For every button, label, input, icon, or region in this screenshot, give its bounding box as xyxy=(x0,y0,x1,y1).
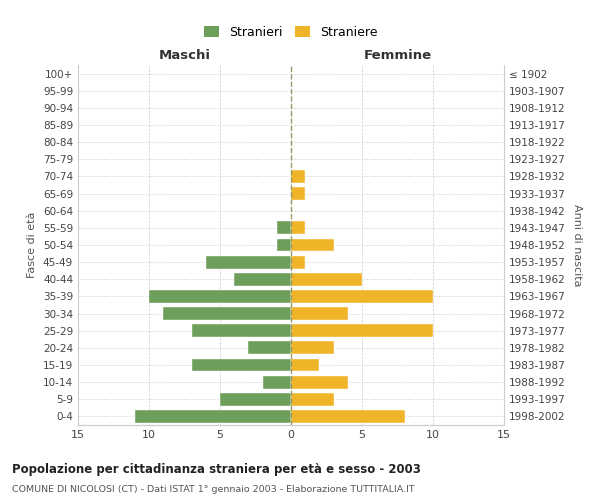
Text: COMUNE DI NICOLOSI (CT) - Dati ISTAT 1° gennaio 2003 - Elaborazione TUTTITALIA.I: COMUNE DI NICOLOSI (CT) - Dati ISTAT 1° … xyxy=(12,485,415,494)
Text: Femmine: Femmine xyxy=(364,48,431,62)
Bar xyxy=(135,410,291,423)
Bar xyxy=(291,324,433,337)
Bar xyxy=(206,256,291,268)
Bar xyxy=(291,358,319,372)
Bar xyxy=(291,376,348,388)
Bar xyxy=(234,273,291,285)
Y-axis label: Fasce di età: Fasce di età xyxy=(28,212,37,278)
Y-axis label: Anni di nascita: Anni di nascita xyxy=(572,204,582,286)
Bar xyxy=(291,290,433,303)
Bar xyxy=(220,393,291,406)
Bar xyxy=(291,187,305,200)
Bar xyxy=(291,307,348,320)
Bar xyxy=(277,238,291,252)
Bar xyxy=(291,273,362,285)
Bar xyxy=(291,410,404,423)
Bar xyxy=(248,342,291,354)
Bar xyxy=(291,170,305,183)
Bar xyxy=(149,290,291,303)
Bar xyxy=(263,376,291,388)
Text: Popolazione per cittadinanza straniera per età e sesso - 2003: Popolazione per cittadinanza straniera p… xyxy=(12,462,421,475)
Bar xyxy=(291,393,334,406)
Bar xyxy=(291,238,334,252)
Bar xyxy=(163,307,291,320)
Bar xyxy=(291,342,334,354)
Bar xyxy=(291,256,305,268)
Bar xyxy=(191,358,291,372)
Bar xyxy=(191,324,291,337)
Text: Maschi: Maschi xyxy=(158,48,211,62)
Legend: Stranieri, Straniere: Stranieri, Straniere xyxy=(199,21,383,44)
Bar xyxy=(277,222,291,234)
Bar xyxy=(291,222,305,234)
